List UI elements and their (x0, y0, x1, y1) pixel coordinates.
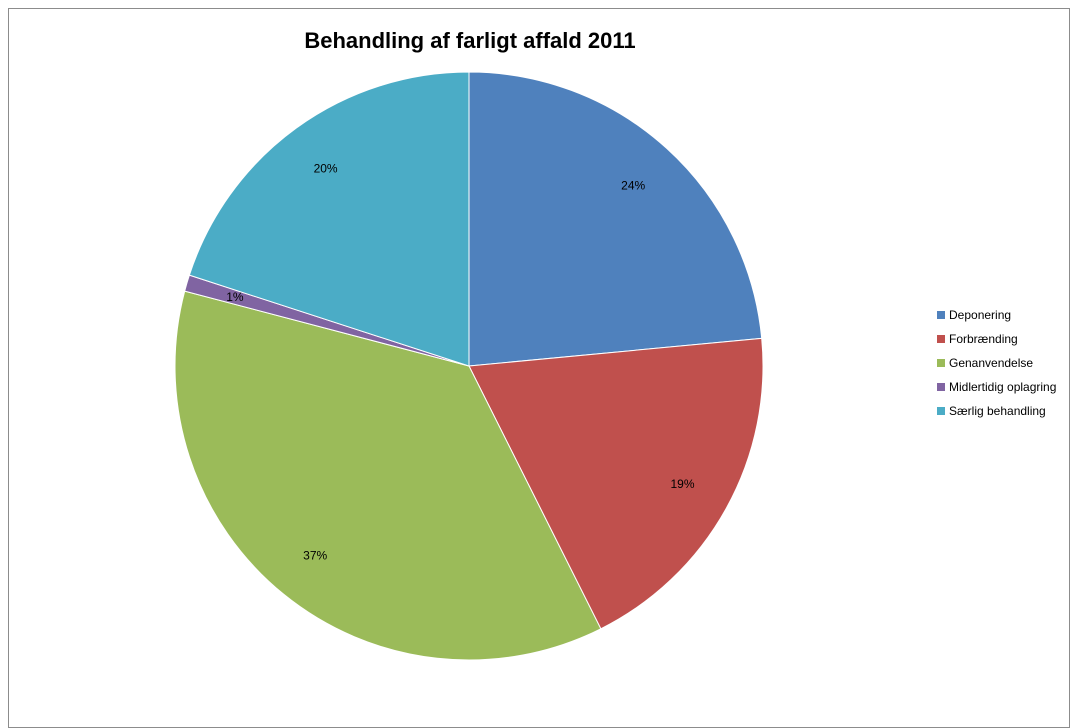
pie-slice-særlig-behandling (188, 71, 470, 367)
pie-chart: 24% 19% 37% 1% 20% (174, 71, 764, 661)
legend-swatch (937, 407, 945, 415)
legend-label: Deponering (949, 308, 1012, 322)
data-label: 37% (303, 549, 327, 563)
legend-swatch (937, 311, 945, 319)
legend-label: Genanvendelse (949, 356, 1034, 370)
legend-item: Deponering (937, 303, 1056, 327)
chart-legend: Deponering Forbrænding Genanvendelse Midler… (937, 303, 1056, 423)
legend-item: Særlig behandling (937, 399, 1056, 423)
legend-swatch (937, 335, 945, 343)
data-label: 20% (314, 162, 338, 176)
legend-item: Genanvendelse (937, 351, 1056, 375)
chart-title: Behandling af farligt affald 2011 (304, 28, 636, 53)
pie-slice-forbrænding (468, 337, 764, 630)
legend-label: Midlertidig oplagring (949, 380, 1057, 394)
data-label: 19% (670, 477, 694, 491)
data-label: 1% (226, 290, 244, 304)
data-label: 24% (621, 179, 645, 193)
legend-label: Særlig behandling (949, 404, 1046, 418)
pie-slice-deponering (468, 71, 763, 367)
legend-swatch (937, 383, 945, 391)
legend-item: Forbrænding (937, 327, 1056, 351)
legend-item: Midlertidig oplagring (937, 375, 1056, 399)
legend-swatch (937, 359, 945, 367)
pie-slice-genanvendelse (174, 290, 602, 661)
legend-label: Forbrænding (949, 332, 1018, 346)
